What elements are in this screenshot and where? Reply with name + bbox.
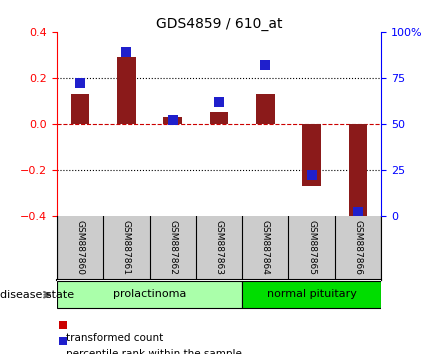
Point — [215, 99, 223, 105]
Point — [123, 49, 130, 55]
Text: GSM887863: GSM887863 — [215, 220, 223, 275]
Bar — [210, 113, 228, 124]
Text: GSM887865: GSM887865 — [307, 220, 316, 275]
Bar — [256, 94, 275, 124]
Text: prolactinoma: prolactinoma — [113, 289, 186, 299]
Bar — [163, 117, 182, 124]
Point — [354, 210, 361, 215]
Point — [169, 118, 176, 123]
Bar — [242, 281, 381, 308]
Bar — [349, 124, 367, 223]
Point — [77, 81, 84, 86]
Bar — [71, 94, 89, 124]
Bar — [117, 57, 136, 124]
Bar — [302, 124, 321, 186]
Text: percentile rank within the sample: percentile rank within the sample — [66, 349, 242, 354]
Text: GSM887861: GSM887861 — [122, 220, 131, 275]
Title: GDS4859 / 610_at: GDS4859 / 610_at — [156, 17, 282, 31]
Text: GSM887866: GSM887866 — [353, 220, 362, 275]
Text: GSM887864: GSM887864 — [261, 220, 270, 275]
Text: disease state: disease state — [0, 290, 74, 300]
Text: GSM887862: GSM887862 — [168, 220, 177, 275]
Text: transformed count: transformed count — [66, 333, 163, 343]
Point — [308, 173, 315, 178]
Bar — [57, 281, 242, 308]
Text: normal pituitary: normal pituitary — [267, 289, 357, 299]
Text: GSM887860: GSM887860 — [76, 220, 85, 275]
Point — [262, 62, 269, 68]
